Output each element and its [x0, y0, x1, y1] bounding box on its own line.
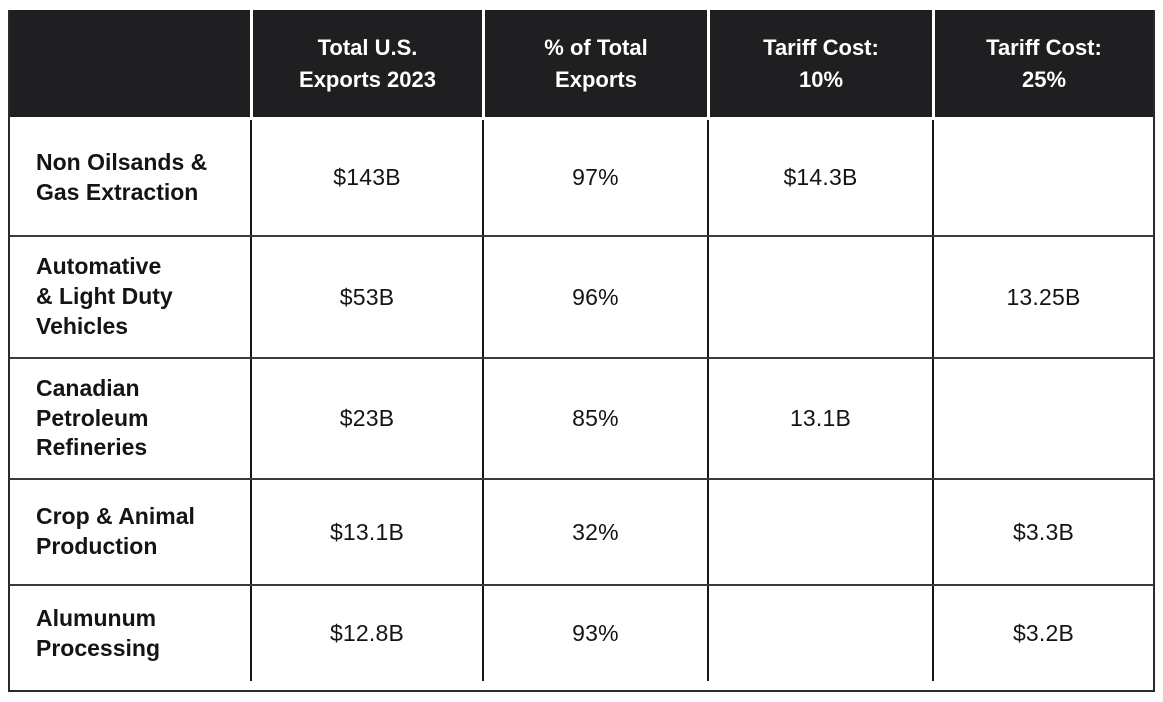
total-exports-value: $53B: [250, 237, 482, 357]
row-label: Canadian Petroleum Refineries: [36, 374, 149, 461]
row-label: Crop & Animal Production: [36, 503, 195, 559]
tariff-10-value: 13.1B: [707, 359, 932, 478]
table-row: Non Oilsands & Gas Extraction $143B 97% …: [10, 120, 1153, 235]
total-exports-value: $12.8B: [250, 586, 482, 681]
tariff-impact-table: Total U.S. Exports 2023 % of Total Expor…: [8, 10, 1155, 692]
table-row: Canadian Petroleum Refineries $23B 85% 1…: [10, 357, 1153, 478]
total-exports-value: $143B: [250, 120, 482, 235]
table-row: Crop & Animal Production $13.1B 32% $3.3…: [10, 478, 1153, 584]
tariff-25-value: 13.25B: [932, 237, 1153, 357]
header-row: Total U.S. Exports 2023 % of Total Expor…: [10, 10, 1153, 120]
pct-of-total-value: 96%: [482, 237, 707, 357]
row-label: Non Oilsands & Gas Extraction: [36, 148, 208, 205]
header-cell-tariff-25: Tariff Cost: 25%: [932, 10, 1153, 117]
header-cell-pct-of-total: % of Total Exports: [482, 10, 707, 117]
table-row: Automative & Light Duty Vehicles $53B 96…: [10, 235, 1153, 357]
pct-of-total-value: 32%: [482, 480, 707, 584]
header-cell-blank: [10, 10, 250, 117]
tariff-10-value: $14.3B: [707, 120, 932, 235]
header-cell-tariff-10: Tariff Cost: 10%: [707, 10, 932, 117]
table-row: Alumunum Processing $12.8B 93% $3.2B: [10, 584, 1153, 681]
row-label: Alumunum Processing: [36, 604, 160, 661]
header-cell-total-exports: Total U.S. Exports 2023: [250, 10, 482, 117]
tariff-10-value: [707, 586, 932, 681]
row-label: Automative & Light Duty Vehicles: [36, 253, 173, 339]
pct-of-total-value: 97%: [482, 120, 707, 235]
tariff-10-value: [707, 237, 932, 357]
total-exports-value: $23B: [250, 359, 482, 478]
tariff-25-value: [932, 120, 1153, 235]
tariff-25-value: $3.3B: [932, 480, 1153, 584]
tariff-25-value: [932, 359, 1153, 478]
total-exports-value: $13.1B: [250, 480, 482, 584]
tariff-25-value: $3.2B: [932, 586, 1153, 681]
pct-of-total-value: 85%: [482, 359, 707, 478]
pct-of-total-value: 93%: [482, 586, 707, 681]
tariff-10-value: [707, 480, 932, 584]
